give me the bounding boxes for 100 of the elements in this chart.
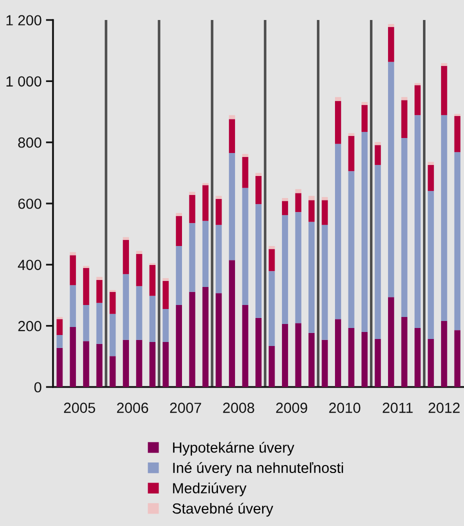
bar [454, 152, 460, 330]
bar [268, 346, 275, 387]
bar [295, 193, 302, 212]
bar [136, 254, 142, 286]
bar [268, 249, 275, 272]
bar [136, 250, 142, 254]
bar [414, 328, 421, 387]
bar [110, 292, 116, 314]
bar [255, 172, 262, 176]
bar [335, 101, 342, 144]
bar [216, 196, 222, 199]
y-tick-label: 1 000 [6, 76, 42, 87]
bar [83, 341, 90, 387]
bar [228, 119, 236, 154]
bar [96, 280, 102, 303]
bar [441, 320, 448, 387]
y-tick-label: 1 200 [6, 15, 42, 26]
bar [268, 246, 275, 250]
bar [255, 204, 262, 318]
bar [176, 246, 182, 306]
bar [122, 274, 129, 340]
bar [202, 220, 209, 287]
bar [322, 340, 328, 387]
x-tick-label: 2007 [170, 402, 202, 413]
bar [428, 164, 434, 191]
bar [374, 145, 381, 165]
bar [374, 142, 381, 146]
bar [428, 338, 434, 387]
bar [282, 324, 288, 387]
bar [83, 268, 90, 306]
bar [202, 286, 209, 387]
bar [348, 328, 354, 387]
bar [362, 102, 368, 106]
bar [414, 115, 421, 328]
bar [308, 196, 315, 200]
bar [70, 252, 76, 256]
bar [189, 192, 196, 195]
bar [308, 332, 315, 387]
bar [70, 255, 76, 286]
bar [56, 316, 63, 320]
bar [348, 136, 354, 172]
bar [228, 153, 236, 260]
y-tick-label: 600 [18, 198, 42, 209]
bar [216, 224, 222, 294]
bar [295, 189, 302, 194]
bar [255, 176, 262, 204]
bar [308, 222, 315, 333]
bar [56, 335, 63, 348]
bar [202, 185, 209, 221]
bar [401, 316, 408, 387]
y-tick-label: 800 [18, 137, 42, 148]
bar [348, 171, 354, 328]
bar [308, 200, 315, 222]
bar [56, 348, 63, 387]
bar [348, 133, 354, 136]
bar [228, 260, 236, 387]
bar [388, 27, 394, 62]
bar [401, 97, 408, 100]
bar [295, 212, 302, 324]
bar [216, 198, 222, 225]
y-tick-label: 400 [18, 260, 42, 270]
bar [282, 215, 288, 324]
bar [454, 114, 460, 116]
legend-label: Iné úvery na nehnuteľnosti [173, 462, 344, 476]
bar [362, 332, 368, 387]
bar [242, 188, 248, 306]
bar [401, 100, 408, 138]
bar [189, 223, 196, 292]
bar [176, 216, 182, 246]
bar [242, 157, 248, 188]
bar [362, 105, 368, 132]
bar [83, 305, 90, 342]
bar [374, 164, 381, 339]
x-tick-label: 2006 [117, 402, 148, 413]
bar [335, 319, 342, 387]
bar [335, 144, 342, 320]
y-tick-label: 200 [18, 320, 42, 332]
bar [96, 344, 102, 387]
bar [441, 115, 448, 321]
bar [122, 237, 129, 240]
bar [56, 319, 63, 336]
bar [322, 197, 328, 200]
bar [414, 85, 421, 116]
x-tick-label: 2011 [382, 402, 413, 413]
bar [96, 276, 102, 280]
bar [228, 115, 236, 120]
bar [388, 62, 394, 298]
bar [242, 154, 248, 158]
bar [282, 198, 288, 202]
bar [136, 286, 142, 340]
bar [322, 224, 328, 340]
x-tick-label: 2009 [276, 402, 308, 413]
bar [110, 356, 116, 387]
x-tick-label: 2005 [64, 402, 96, 413]
bar [441, 66, 448, 116]
bar [110, 314, 116, 356]
bar [149, 264, 156, 296]
bar [189, 292, 196, 387]
bar [454, 116, 460, 152]
bar [428, 162, 434, 165]
